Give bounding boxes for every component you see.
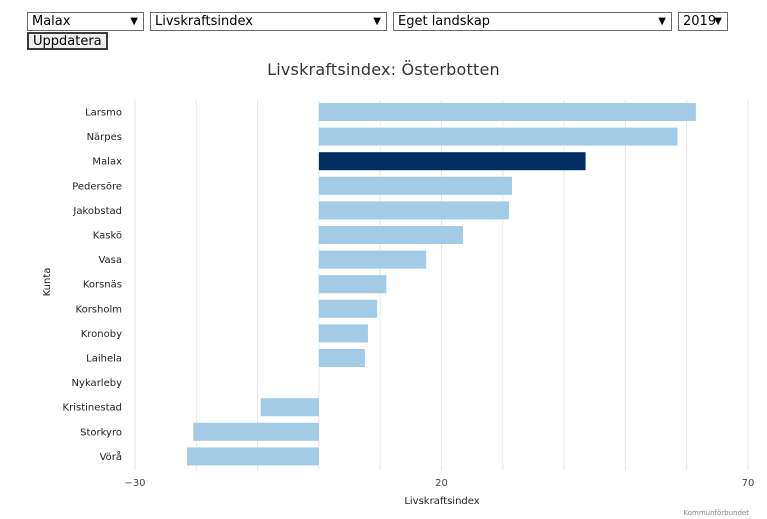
chart-title: Livskraftsindex: Österbotten [267, 60, 500, 79]
municipality-value: Malax [32, 14, 71, 29]
y-tick-label: Kaskö [93, 231, 122, 242]
y-tick-label: Jakobstad [72, 206, 122, 217]
y-axis-label: Kunta [42, 268, 53, 297]
bar-peders-re[interactable] [318, 176, 512, 195]
municipality-select[interactable]: Malax ▼ [27, 12, 144, 31]
bar-kristinestad[interactable] [260, 398, 319, 417]
bar-larsmo[interactable] [318, 103, 696, 121]
y-tick-label: Laihela [86, 354, 122, 365]
y-tick-label: Malax [92, 157, 122, 168]
indicator-value: Livskraftsindex [155, 14, 253, 29]
bar-vasa[interactable] [318, 250, 427, 269]
bar-v-r-[interactable] [187, 447, 319, 466]
bar-storkyro[interactable] [193, 422, 319, 441]
bar-korsholm[interactable] [318, 299, 378, 318]
y-tick-label: Vasa [98, 255, 122, 266]
y-tick-label: Kristinestad [63, 403, 122, 414]
y-tick-label: Korsnäs [83, 280, 122, 291]
bar-korsn-s[interactable] [318, 275, 387, 294]
year-value: 2019 [683, 14, 717, 29]
chevron-down-icon: ▼ [658, 16, 666, 27]
y-tick-label: Korsholm [76, 304, 122, 315]
y-tick-label: Larsmo [85, 108, 122, 119]
source-credit: Kommunförbundet [683, 509, 749, 517]
chevron-down-icon: ▼ [373, 16, 381, 27]
bar-malax[interactable] [318, 152, 586, 171]
bar-kronoby[interactable] [318, 324, 368, 343]
y-tick-label: Vörå [100, 450, 122, 463]
year-select[interactable]: 2019 ▼ [678, 12, 728, 31]
region-value: Eget landskap [398, 14, 491, 29]
chevron-down-icon: ▼ [130, 16, 138, 27]
x-tick-label: 70 [742, 478, 755, 489]
bar-jakobstad[interactable] [318, 201, 509, 220]
y-tick-label: Pedersöre [72, 181, 122, 192]
bar-kask-[interactable] [318, 226, 463, 244]
y-tick-label: Kronoby [81, 329, 122, 340]
indicator-select[interactable]: Livskraftsindex ▼ [150, 12, 387, 31]
x-tick-label: −30 [124, 478, 145, 489]
region-select[interactable]: Eget landskap ▼ [393, 12, 672, 31]
update-button[interactable]: Uppdatera [27, 32, 108, 50]
y-tick-label: Närpes [87, 132, 122, 143]
bar-n-rpes[interactable] [318, 127, 678, 146]
y-tick-label: Storkyro [80, 427, 122, 438]
y-tick-label: Nykarleby [72, 378, 123, 389]
chevron-down-icon: ▼ [714, 16, 722, 27]
x-axis-label: Livskraftsindex [404, 496, 479, 507]
bar-laihela[interactable] [318, 349, 365, 367]
x-tick-label: 20 [435, 478, 448, 489]
